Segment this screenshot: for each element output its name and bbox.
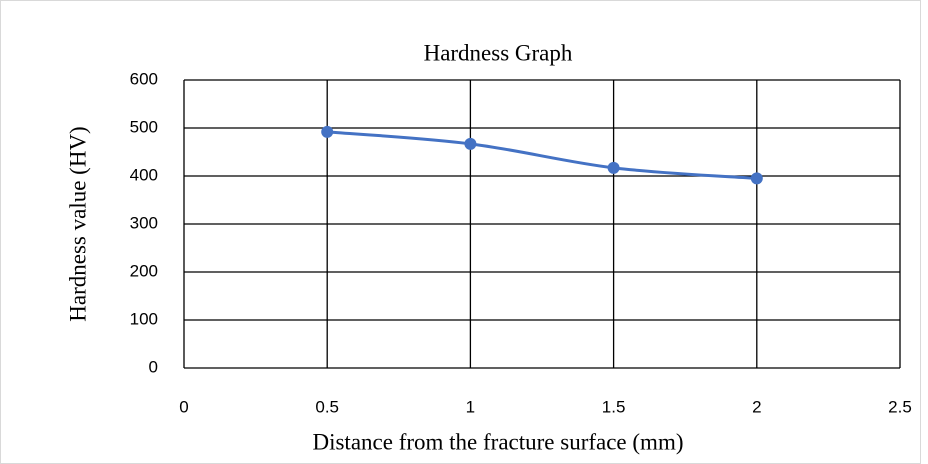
x-tick-label: 2	[752, 397, 761, 416]
series-line	[327, 130, 757, 180]
y-tick-label: 100	[130, 309, 158, 328]
data-point	[750, 172, 763, 185]
x-tick-label: 0	[179, 397, 188, 416]
y-tick-label: 400	[130, 165, 158, 184]
x-tick-label: 1	[466, 397, 475, 416]
data-point	[607, 161, 620, 174]
x-tick-label: 2.5	[888, 397, 912, 416]
y-tick-label: 500	[130, 117, 158, 136]
y-tick-label: 600	[130, 69, 158, 88]
data-point	[321, 125, 334, 138]
y-tick-label: 200	[130, 261, 158, 280]
x-tick-label: 0.5	[315, 397, 339, 416]
chart-title: Hardness Graph	[424, 40, 573, 65]
y-axis-label: Hardness value (HV)	[65, 126, 90, 321]
data-point	[464, 137, 477, 150]
y-tick-label: 300	[130, 213, 158, 232]
y-tick-label: 0	[149, 357, 158, 376]
x-tick-label: 1.5	[602, 397, 626, 416]
x-axis-label: Distance from the fracture surface (mm)	[312, 429, 683, 454]
